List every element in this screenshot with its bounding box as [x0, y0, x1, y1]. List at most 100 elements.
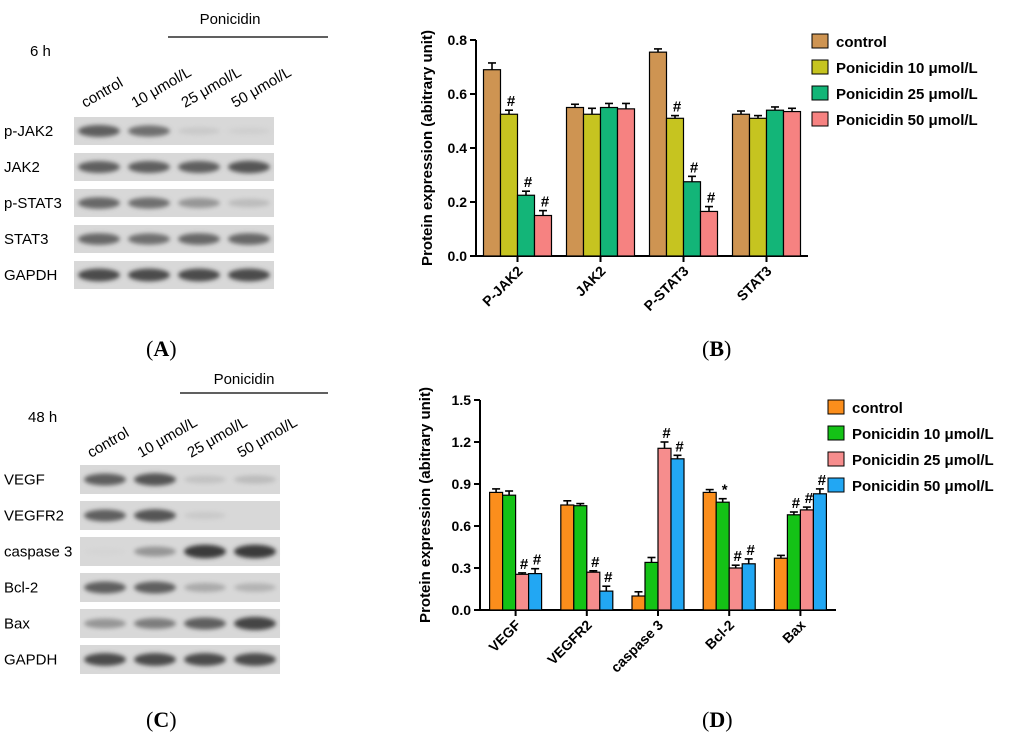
legend-swatch: [811, 59, 829, 75]
bar: [586, 571, 601, 611]
x-tick-label: VEGF: [485, 616, 524, 655]
blot-band: [228, 268, 270, 282]
legend-swatch: [827, 399, 845, 415]
bar: [741, 563, 756, 611]
blot-band: [178, 268, 220, 282]
bar: [631, 595, 646, 611]
bar: [527, 573, 543, 611]
time-label: 6 h: [30, 43, 51, 60]
protein-label: Bcl-2: [4, 580, 38, 597]
blot-band: [234, 653, 276, 666]
bar: [499, 113, 519, 257]
protein-label: VEGFR2: [4, 508, 64, 525]
blot-band: [134, 546, 176, 557]
blot-band: [228, 198, 270, 208]
bar: [799, 509, 814, 611]
bar: [560, 504, 575, 611]
legend-label: control: [836, 34, 887, 51]
panel-letter-d: (D): [702, 707, 733, 732]
bar: [482, 69, 502, 257]
bar: [582, 113, 602, 257]
bar: [699, 210, 719, 257]
significance-mark: #: [673, 99, 682, 116]
legend-label: Ponicidin 50 μmol/L: [836, 112, 978, 129]
significance-mark: #: [541, 194, 550, 211]
time-label: 48 h: [28, 409, 57, 426]
significance-mark: #: [675, 438, 684, 455]
blot-band: [78, 125, 120, 137]
protein-label: GAPDH: [4, 652, 57, 669]
significance-mark: #: [690, 159, 699, 176]
significance-mark: #: [591, 554, 600, 571]
blot-band: [184, 582, 226, 593]
significance-mark: #: [734, 548, 743, 565]
bar: [782, 110, 802, 257]
bar: [501, 494, 517, 611]
legend-swatch: [811, 85, 829, 101]
bar: [573, 505, 588, 611]
bar-chart-b: Protein expression (abitrary unit) 0.0 0.2…: [419, 30, 978, 314]
protein-label: STAT3: [4, 231, 48, 248]
y-axis-label: Protein expression (abitrary unit): [419, 30, 436, 266]
protein-label: GAPDH: [4, 267, 57, 284]
bar: [670, 458, 685, 611]
significance-mark: #: [747, 542, 756, 559]
x-tick-label: STAT3: [733, 263, 774, 304]
blot-band: [184, 475, 226, 484]
protein-label: Bax: [4, 616, 30, 633]
treatment-label: Ponicidin: [214, 371, 275, 388]
bar: [599, 106, 619, 257]
legend-swatch: [811, 33, 829, 49]
blot-band: [128, 233, 170, 245]
bar: [731, 113, 751, 257]
blot-band: [134, 581, 176, 594]
x-tick-label: caspase 3: [607, 617, 666, 676]
blot-band: [78, 268, 120, 282]
blot-band: [234, 512, 276, 519]
y-tick-label: 0.8: [448, 32, 468, 48]
significance-mark: #: [507, 93, 516, 110]
y-tick-label: 0.6: [452, 518, 472, 534]
legend-swatch: [827, 425, 845, 441]
legend-label: Ponicidin 25 μmol/L: [852, 452, 994, 469]
significance-mark: #: [520, 556, 529, 573]
bar: [812, 493, 827, 611]
blot-band: [134, 618, 176, 629]
bar: [488, 491, 504, 611]
bar: [702, 491, 717, 611]
blot-band: [178, 161, 220, 173]
blot-band: [178, 127, 220, 135]
bar: [786, 514, 801, 611]
blot-band: [178, 198, 220, 208]
x-tick-label: P-JAK2: [479, 263, 526, 310]
legend-label: Ponicidin 50 μmol/L: [852, 478, 994, 495]
significance-mark: #: [818, 472, 827, 489]
bar: [514, 573, 530, 611]
x-tick-label: P-STAT3: [641, 263, 692, 314]
blot-band: [184, 544, 226, 559]
blot-band: [84, 473, 126, 486]
treatment-label: Ponicidin: [200, 11, 261, 28]
blot-band: [128, 161, 170, 173]
blot-band: [78, 161, 120, 173]
panel-letter-b: (B): [702, 336, 732, 361]
significance-mark: #: [792, 495, 801, 512]
y-tick-label: 0.6: [448, 86, 468, 102]
blot-band: [128, 268, 170, 282]
bar: [644, 561, 659, 611]
bar: [715, 501, 730, 611]
protein-label: VEGF: [4, 472, 45, 489]
legend-label: Ponicidin 10 μmol/L: [852, 426, 994, 443]
blot-band: [128, 197, 170, 209]
significance-mark: #: [604, 569, 613, 586]
significance-mark: #: [524, 174, 533, 191]
blot-band: [234, 544, 276, 559]
bar: [565, 106, 585, 257]
significance-mark: #: [533, 552, 542, 569]
blot-band: [228, 233, 270, 245]
blot-band: [84, 509, 126, 522]
bar: [665, 117, 685, 257]
blot-band: [84, 618, 126, 629]
significance-mark: #: [707, 190, 716, 207]
